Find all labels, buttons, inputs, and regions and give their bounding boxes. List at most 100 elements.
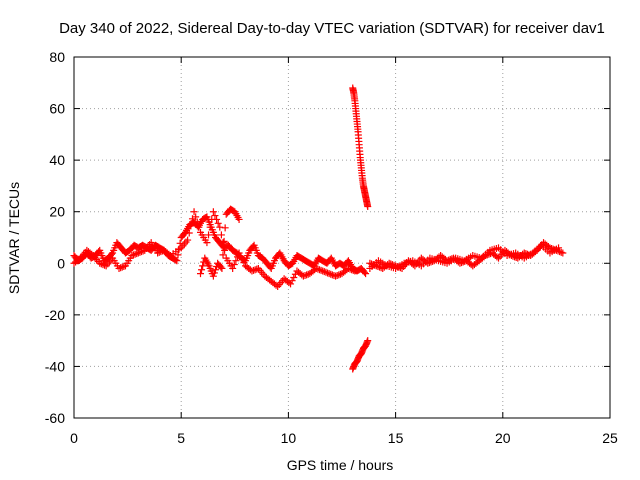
data-point: [199, 262, 207, 270]
data-point: [155, 248, 163, 256]
data-point: [120, 263, 128, 271]
plot-frame: [73, 56, 611, 419]
data-point: [184, 236, 192, 244]
data-point: [221, 224, 229, 232]
data-point: [211, 212, 219, 220]
data-point: [165, 250, 173, 258]
data-point: [221, 246, 229, 254]
data-point: [192, 213, 200, 221]
y-tick-label: 40: [49, 152, 65, 168]
data-point: [187, 222, 195, 230]
data-point: [301, 272, 309, 280]
y-tick-labels: -60 -40 -20 0 20 40 60 80: [45, 49, 65, 426]
data-point: [253, 265, 261, 273]
grid: [74, 57, 610, 418]
y-tick-label: 60: [49, 101, 65, 117]
data-point: [324, 269, 332, 277]
x-axis-label: GPS time / hours: [287, 457, 394, 473]
data-point: [361, 268, 369, 276]
x-tick-labels: 0 5 10 15 20 25: [70, 430, 618, 446]
data-point: [219, 251, 227, 259]
x-tick-label: 0: [70, 430, 78, 446]
data-point: [212, 266, 220, 274]
data-point: [346, 265, 354, 273]
y-axis-label: SDTVAR / TECUs: [6, 182, 22, 294]
data-point: [173, 257, 181, 265]
data-point: [320, 268, 328, 276]
data-point: [198, 266, 206, 274]
y-tick-label: -60: [45, 410, 65, 426]
data-point: [216, 223, 224, 231]
x-tick-label: 10: [281, 430, 297, 446]
data-point: [250, 266, 258, 274]
data-point: [333, 272, 341, 280]
data-point: [133, 250, 141, 258]
data-points: [70, 84, 567, 373]
data-point: [88, 250, 96, 258]
data-point: [344, 264, 352, 272]
data-point: [349, 266, 357, 274]
data-point: [290, 273, 298, 281]
data-point: [272, 281, 280, 289]
data-point: [138, 248, 146, 256]
data-point: [230, 261, 238, 269]
data-point: [131, 250, 139, 258]
data-point: [185, 229, 193, 237]
data-point: [209, 272, 217, 280]
data-point: [559, 249, 567, 257]
y-tick-label: 80: [49, 49, 65, 65]
data-point: [248, 267, 256, 275]
data-point: [220, 237, 228, 245]
y-tick-label: 20: [49, 204, 65, 220]
data-point: [218, 264, 226, 272]
data-point: [190, 208, 198, 216]
data-point: [154, 249, 162, 257]
data-point: [332, 272, 340, 280]
data-point: [314, 265, 322, 273]
data-point: [210, 269, 218, 277]
data-point: [219, 239, 227, 247]
data-point: [232, 257, 240, 265]
data-point: [362, 270, 370, 278]
data-point: [128, 252, 136, 260]
data-point: [351, 267, 359, 275]
data-point: [217, 263, 225, 271]
data-point: [229, 264, 237, 272]
data-point: [348, 266, 356, 274]
data-point: [557, 248, 565, 256]
data-point: [240, 259, 248, 267]
data-point: [217, 231, 225, 239]
data-point: [101, 261, 109, 269]
y-tick-label: -20: [45, 307, 65, 323]
data-point: [288, 277, 296, 285]
data-point: [322, 268, 330, 276]
data-point: [364, 203, 372, 211]
axis-ticks: [73, 56, 611, 419]
data-point: [319, 267, 327, 275]
data-point: [115, 264, 123, 272]
data-point: [118, 263, 126, 271]
data-point: [172, 256, 180, 264]
data-point: [315, 266, 323, 274]
data-point: [327, 270, 335, 278]
x-tick-label: 5: [177, 430, 185, 446]
data-point: [328, 271, 336, 279]
x-tick-label: 25: [602, 430, 618, 446]
data-point: [213, 215, 221, 223]
data-point: [299, 272, 307, 280]
data-point: [75, 255, 83, 263]
data-point: [235, 215, 243, 223]
data-point: [193, 218, 201, 226]
data-point: [129, 251, 137, 259]
chart-title: Day 340 of 2022, Sidereal Day-to-day VTE…: [59, 20, 605, 37]
data-point: [134, 249, 142, 257]
data-point: [136, 248, 144, 256]
data-point: [303, 271, 311, 279]
data-point: [205, 231, 213, 239]
data-point: [493, 253, 501, 261]
data-point: [233, 253, 241, 261]
data-point: [287, 280, 295, 288]
data-point: [312, 264, 320, 272]
data-point: [196, 270, 204, 278]
